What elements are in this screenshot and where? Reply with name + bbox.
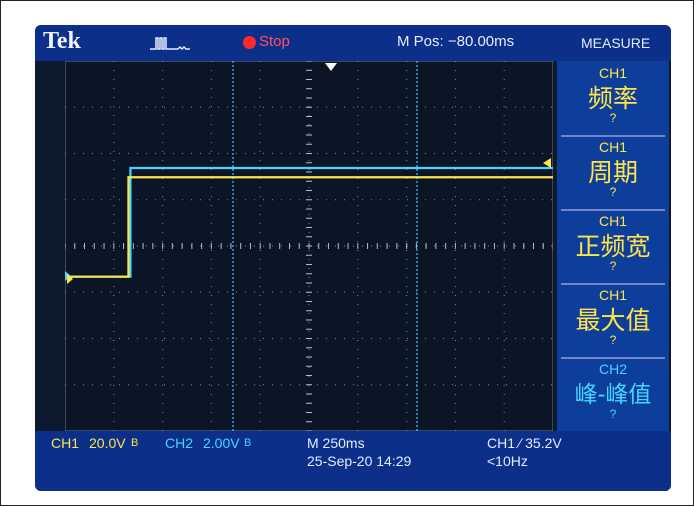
- measure-name: 最大值: [575, 307, 651, 335]
- acquisition-trigger-icon: [150, 37, 190, 51]
- top-status-bar: Tek Stop M Pos: −80.00ms MEASURE: [35, 25, 671, 61]
- measure-item-4[interactable]: CH1 最大值 ?: [559, 285, 667, 357]
- divider: [561, 357, 665, 359]
- measure-source: CH1: [598, 213, 627, 229]
- measure-panel: CH1 频率 ? CH1 周期 ? CH1 正频宽 ? CH1 最大值 ?: [557, 61, 669, 431]
- horizontal-position: M Pos: −80.00ms: [397, 33, 515, 50]
- measure-item-5[interactable]: CH2 峰-峰值 ?: [559, 359, 667, 431]
- measure-source: CH1: [598, 139, 627, 155]
- run-state[interactable]: Stop: [259, 33, 290, 50]
- measure-source: CH2: [598, 361, 627, 377]
- ch1-label[interactable]: CH1: [51, 435, 80, 451]
- measure-item-1[interactable]: CH1 频率 ?: [559, 63, 667, 135]
- date-time: 25-Sep-20 14:29: [307, 453, 412, 469]
- measure-name: 频率: [587, 85, 638, 113]
- measure-value: ?: [609, 259, 617, 273]
- trigger-readout: CH1 ∕ 35.2V: [487, 435, 562, 451]
- divider: [561, 135, 665, 137]
- measure-item-3[interactable]: CH1 正频宽 ?: [559, 211, 667, 283]
- trigger-frequency: <10Hz: [487, 453, 528, 469]
- timebase: M 250ms: [307, 435, 365, 451]
- ch2-scale: 2.00V: [203, 435, 240, 451]
- stop-indicator-icon: [243, 36, 256, 49]
- measure-source: CH1: [598, 287, 627, 303]
- ch1-ground-marker-icon: [67, 274, 73, 284]
- measure-name: 峰-峰值: [574, 381, 652, 407]
- divider: [561, 283, 665, 285]
- ch1-bandwidth-indicator: B: [131, 437, 139, 449]
- measure-value: ?: [609, 111, 617, 125]
- measure-value: ?: [609, 407, 617, 421]
- brand-logo: Tek: [43, 28, 81, 54]
- measure-value: ?: [609, 185, 617, 199]
- oscilloscope-screen: Tek Stop M Pos: −80.00ms MEASURE CH1: [35, 25, 671, 491]
- bottom-status-bar: CH1 20.0V B CH2 2.00V B M 250ms 25-Sep-2…: [35, 431, 671, 491]
- measure-menu-title[interactable]: MEASURE: [581, 35, 651, 51]
- ch2-bandwidth-indicator: B: [244, 437, 252, 449]
- ch1-scale: 20.0V: [89, 435, 126, 451]
- measure-value: ?: [609, 333, 617, 347]
- trigger-level-marker-icon: [543, 158, 551, 168]
- divider: [561, 209, 665, 211]
- ch2-label[interactable]: CH2: [165, 435, 194, 451]
- measure-source: CH1: [598, 65, 627, 81]
- ch1-waveform: [65, 176, 553, 278]
- measure-name: 周期: [587, 159, 638, 187]
- trigger-position-marker-icon: [325, 63, 337, 71]
- waveform-graticule: [65, 61, 553, 431]
- measure-name: 正频宽: [575, 233, 651, 261]
- measure-item-2[interactable]: CH1 周期 ?: [559, 137, 667, 209]
